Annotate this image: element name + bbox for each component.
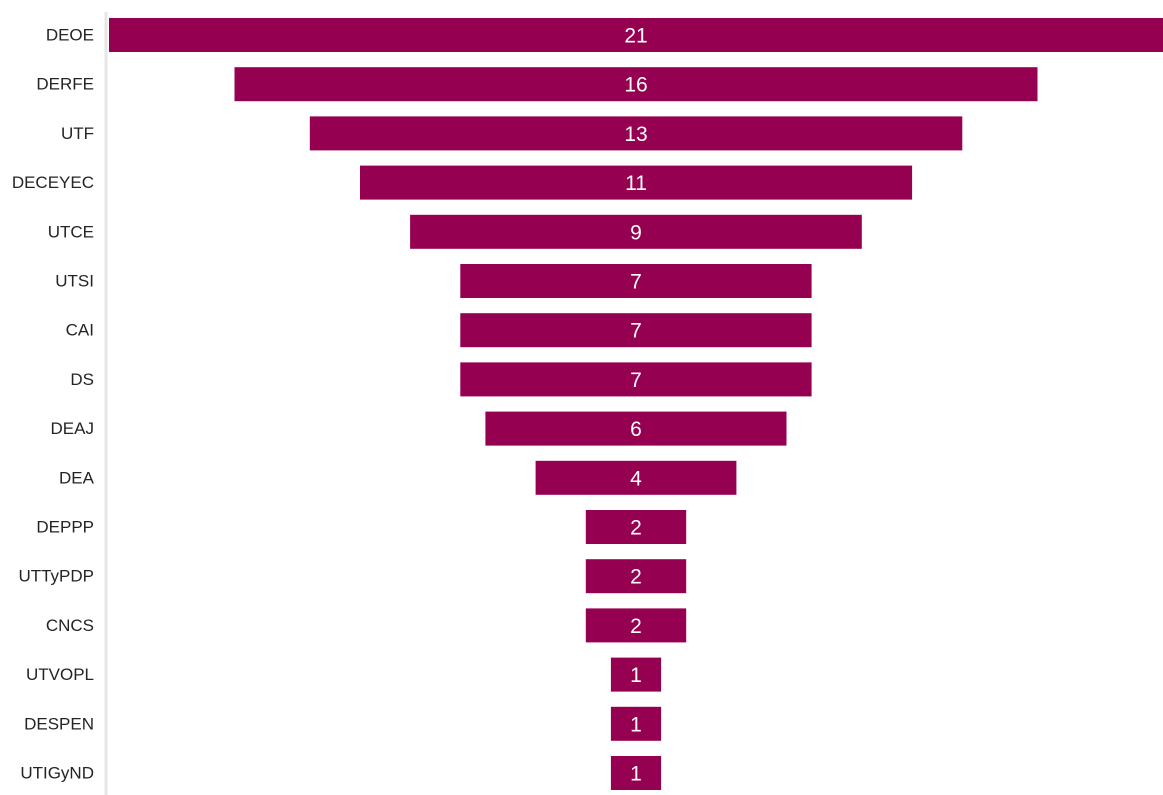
category-label-deaj: DEAJ	[51, 419, 94, 438]
value-label-utf: 13	[624, 123, 647, 146]
value-label-deoe: 21	[624, 25, 647, 48]
funnel-bar-utigynd[interactable]	[610, 756, 662, 790]
funnel-bar-deaj[interactable]	[485, 411, 787, 446]
value-label-utce: 9	[630, 221, 642, 244]
funnel-bar-despen[interactable]	[610, 706, 662, 741]
category-label-derfe: DERFE	[36, 75, 94, 94]
category-label-utce: UTCE	[48, 222, 94, 241]
category-label-dea: DEA	[59, 468, 95, 487]
category-label-cncs: CNCS	[46, 616, 94, 635]
value-label-dea: 4	[630, 467, 642, 490]
value-label-cai: 7	[630, 320, 642, 343]
funnel-bar-cncs[interactable]	[585, 608, 687, 643]
funnel-bar-deoe[interactable]	[109, 18, 1163, 52]
category-label-utf: UTF	[61, 124, 94, 143]
value-label-cncs: 2	[630, 615, 642, 638]
funnel-bar-utsi[interactable]	[460, 264, 812, 298]
funnel-bar-cai[interactable]	[460, 313, 812, 348]
value-label-ds: 7	[630, 369, 642, 392]
category-label-deceyec: DECEYEC	[12, 173, 94, 192]
category-label-deppp: DEPPP	[36, 518, 94, 537]
value-label-derfe: 16	[624, 74, 647, 97]
value-label-deceyec: 11	[625, 172, 647, 195]
category-label-utsi: UTSI	[55, 272, 94, 291]
category-label-utvopl: UTVOPL	[26, 665, 94, 684]
bars-layer	[109, 18, 1163, 790]
value-label-utsi: 7	[630, 271, 642, 294]
funnel-bar-utce[interactable]	[410, 214, 862, 249]
value-label-despen: 1	[630, 713, 642, 736]
category-label-ds: DS	[70, 370, 94, 389]
funnel-bar-uttypdp[interactable]	[585, 559, 687, 594]
value-label-deaj: 6	[630, 418, 642, 441]
value-label-utvopl: 1	[630, 664, 642, 687]
funnel-bar-dea[interactable]	[535, 460, 737, 495]
value-label-deppp: 2	[630, 517, 642, 540]
funnel-bar-utvopl[interactable]	[610, 657, 662, 692]
category-label-uttypdp: UTTyPDP	[18, 567, 94, 586]
category-labels-layer: DEOE DERFE UTF DECEYEC UTCE UTSI CAI DS DEAJ DEA D…	[12, 26, 95, 783]
value-label-uttypdp: 2	[630, 566, 642, 589]
value-label-utigynd: 1	[630, 763, 642, 786]
funnel-bar-utf[interactable]	[309, 116, 963, 151]
category-label-deoe: DEOE	[46, 26, 94, 45]
category-label-cai: CAI	[66, 321, 94, 340]
category-label-utigynd: UTIGyND	[20, 764, 94, 783]
funnel-bar-deppp[interactable]	[585, 510, 687, 544]
funnel-bar-derfe[interactable]	[234, 67, 1038, 102]
funnel-bar-ds[interactable]	[460, 362, 812, 397]
funnel-bar-deceyec[interactable]	[360, 165, 913, 200]
category-label-despen: DESPEN	[24, 714, 94, 733]
